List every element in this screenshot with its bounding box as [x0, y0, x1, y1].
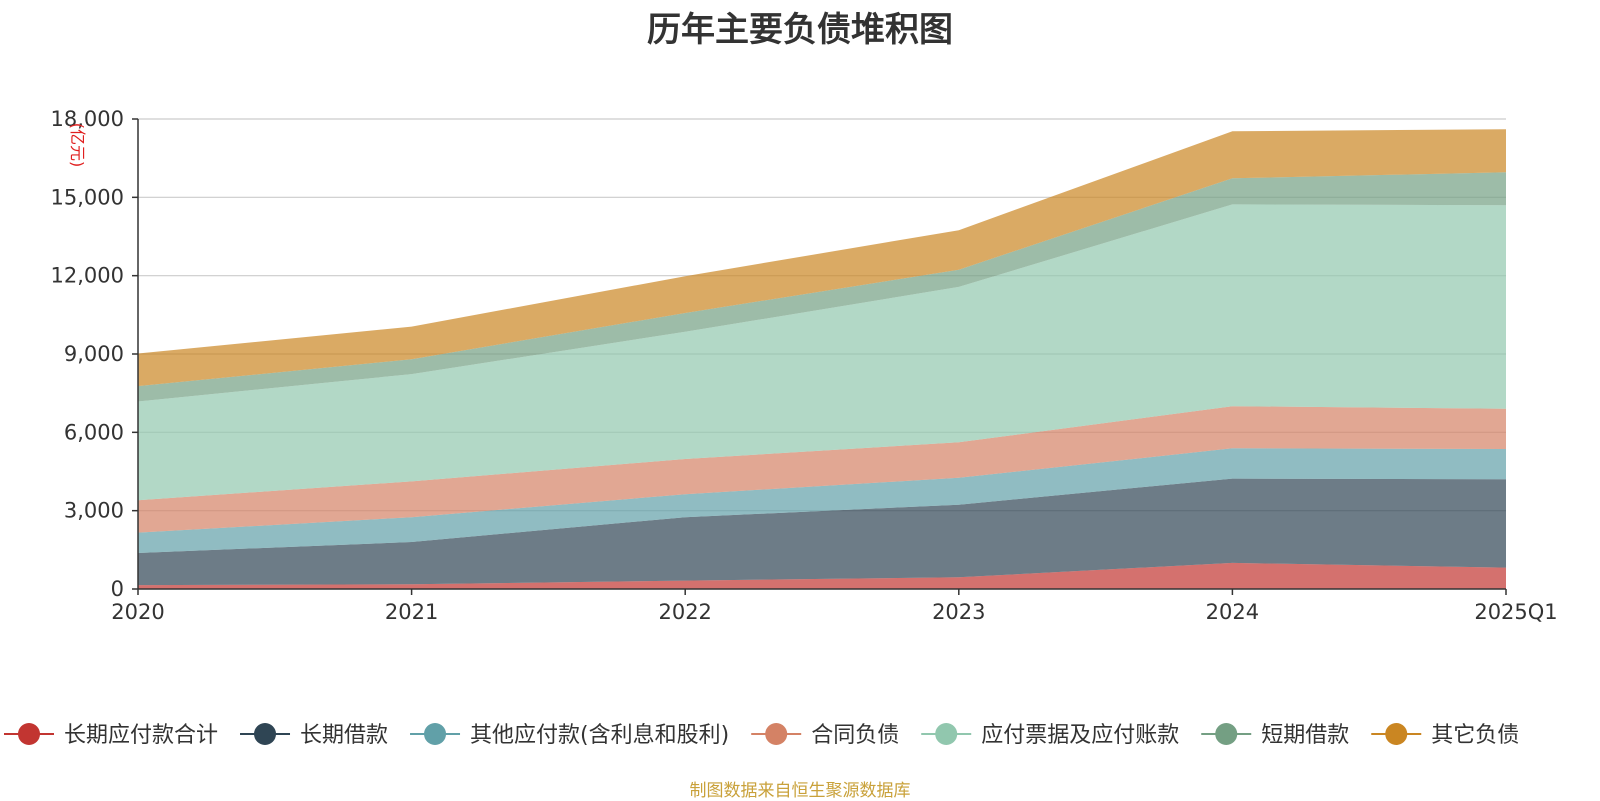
- legend-label: 应付票据及应付账款: [981, 723, 1179, 748]
- x-tick-label: 2025Q1: [1474, 600, 1557, 624]
- area-series-3[interactable]: [138, 448, 1506, 553]
- area-series-2[interactable]: [138, 478, 1506, 586]
- x-tick-label: 2021: [385, 600, 438, 624]
- legend-item-6[interactable]: 短期借款: [1201, 723, 1349, 748]
- legend-label: 长期借款: [300, 723, 388, 748]
- x-tick-label: 2023: [932, 600, 985, 624]
- x-tick-label: 2022: [658, 600, 711, 624]
- legend-label: 长期应付款合计: [64, 723, 218, 748]
- area-series-4[interactable]: [138, 406, 1506, 533]
- legend-marker: [18, 723, 40, 745]
- legend-marker: [424, 723, 447, 745]
- y-tick-label: 3,000: [64, 499, 124, 523]
- legend-item-1[interactable]: 长期应付款合计: [4, 723, 218, 748]
- y-tick-label: 9,000: [64, 342, 124, 366]
- y-tick-label: 15,000: [51, 185, 124, 209]
- legend-item-5[interactable]: 应付票据及应付账款: [921, 723, 1179, 748]
- legend-item-3[interactable]: 其他应付款(含利息和股利): [410, 723, 729, 748]
- area-series-6[interactable]: [138, 172, 1506, 402]
- legend-label: 其它负债: [1431, 723, 1519, 748]
- y-tick-label: 18,000: [51, 107, 124, 131]
- legend-marker: [254, 723, 277, 745]
- area-series: [138, 129, 1506, 589]
- axes: 0 3,000 6,000 9,000 12,000 15,000 18,000 2020 20…: [51, 107, 1558, 624]
- x-tick-label: 2024: [1206, 600, 1259, 624]
- legend-label: 短期借款: [1261, 723, 1349, 748]
- legend-item-7[interactable]: 其它负债: [1371, 723, 1519, 748]
- legend[interactable]: 长期应付款合计 长期借款 其他应付款(含利息和股利) 合同负债 应付票据及应付账款 短期借…: [4, 723, 1519, 748]
- y-tick-label: 12,000: [51, 264, 124, 288]
- legend-item-2[interactable]: 长期借款: [240, 723, 388, 748]
- legend-marker: [765, 723, 788, 745]
- x-tick-label: 2020: [111, 600, 164, 624]
- y-unit-label: (亿元): [68, 123, 87, 168]
- legend-marker: [935, 723, 958, 745]
- legend-marker: [1215, 723, 1238, 745]
- legend-marker: [1385, 723, 1408, 745]
- y-tick-label: 6,000: [64, 420, 124, 444]
- area-series-5[interactable]: [138, 204, 1506, 501]
- legend-label: 合同负债: [811, 723, 899, 748]
- area-series-7[interactable]: [138, 129, 1506, 387]
- y-tick-label: 0: [111, 577, 124, 601]
- legend-label: 其他应付款(含利息和股利): [470, 723, 729, 748]
- source-note: 制图数据来自恒生聚源数据库: [689, 781, 911, 801]
- legend-item-4[interactable]: 合同负债: [751, 723, 899, 748]
- chart-title: 历年主要负债堆积图: [647, 10, 953, 50]
- area-series-1[interactable]: [138, 562, 1506, 589]
